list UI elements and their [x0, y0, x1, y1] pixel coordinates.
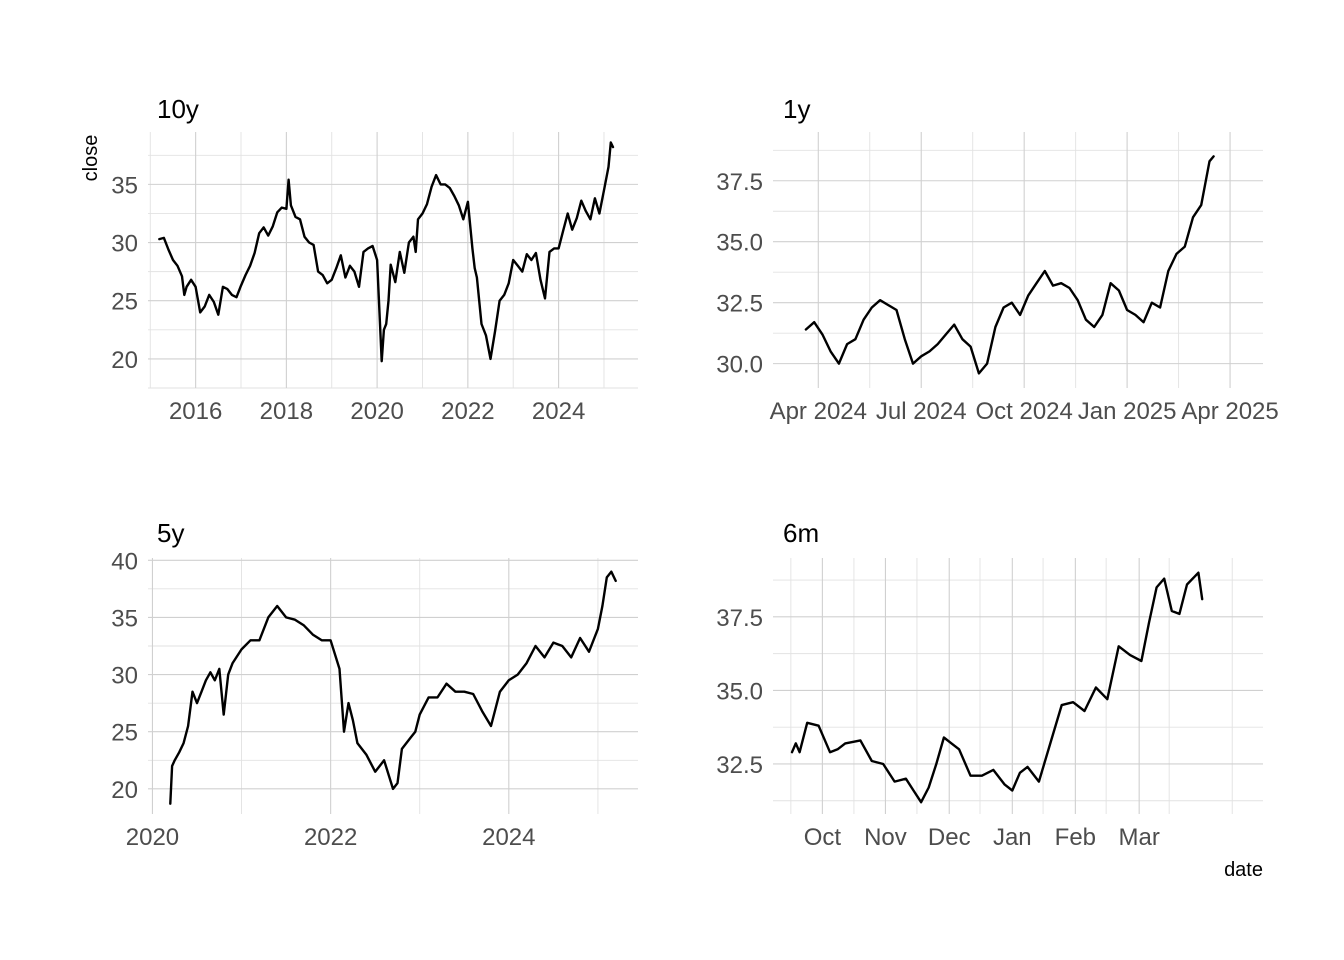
y-tick-label: 37.5: [716, 169, 763, 196]
close-price-line: [790, 571, 1204, 804]
panel-6m: Oct Nov Dec Jan Feb Mar 32.5 35.0 37.5 6m: [716, 518, 1263, 851]
y-tick-label: 35: [111, 172, 138, 199]
y-tick-label: 32.5: [716, 752, 763, 779]
y-tick-label: 32.5: [716, 291, 763, 318]
x-tick-label: 2024: [482, 824, 535, 851]
x-tick-label: Apr 2024: [770, 398, 867, 425]
close-price-line: [804, 155, 1215, 375]
panel-title: 1y: [783, 94, 810, 124]
y-tick-label: 35: [111, 605, 138, 632]
x-tick-label: Jan: [993, 824, 1032, 851]
x-tick-label: Dec: [928, 824, 971, 851]
x-tick-label: 2020: [126, 824, 179, 851]
x-tick-label: 2020: [350, 398, 403, 425]
x-tick-label: Nov: [864, 824, 907, 851]
y-tick-label: 35.0: [716, 678, 763, 705]
panel-title: 10y: [157, 94, 199, 124]
close-price-line: [158, 141, 615, 363]
x-tick-label: 2022: [441, 398, 494, 425]
x-tick-label: 2016: [169, 398, 222, 425]
y-tick-label: 25: [111, 289, 138, 316]
x-tick-label: Mar: [1118, 824, 1159, 851]
y-tick-label: 37.5: [716, 605, 763, 632]
x-tick-label: Oct 2024: [975, 398, 1072, 425]
panel-10y: 2016 2018 2020 2022 2024 20 25 30 35 10y: [111, 94, 638, 425]
x-tick-label: Jul 2024: [876, 398, 967, 425]
x-tick-label: 2024: [532, 398, 585, 425]
y-tick-label: 35.0: [716, 230, 763, 257]
x-tick-label: Apr 2025: [1181, 398, 1278, 425]
y-tick-label: 30: [111, 663, 138, 690]
x-tick-label: 2018: [260, 398, 313, 425]
panel-5y: 2020 2022 2024 20 25 30 35 40 5y: [111, 518, 638, 851]
y-tick-label: 20: [111, 777, 138, 804]
x-tick-label: Oct: [804, 824, 842, 851]
panels: 2016 2018 2020 2022 2024 20 25 30 35 10y Apr 2024 J…: [111, 94, 1278, 851]
x-axis-title: date: [1224, 859, 1263, 881]
y-tick-label: 20: [111, 347, 138, 374]
panel-title: 5y: [157, 518, 184, 548]
x-tick-label: Jan 2025: [1078, 398, 1177, 425]
x-tick-label: 2022: [304, 824, 357, 851]
x-tick-label: Feb: [1055, 824, 1096, 851]
panel-title: 6m: [783, 518, 819, 548]
y-tick-label: 40: [111, 548, 138, 575]
panel-1y: Apr 2024 Jul 2024 Oct 2024 Jan 2025 Apr 2025…: [716, 94, 1278, 425]
y-tick-label: 30.0: [716, 352, 763, 379]
y-tick-label: 30: [111, 231, 138, 258]
close-price-line: [169, 570, 617, 805]
y-axis-title: close: [80, 135, 102, 182]
y-tick-label: 25: [111, 720, 138, 747]
